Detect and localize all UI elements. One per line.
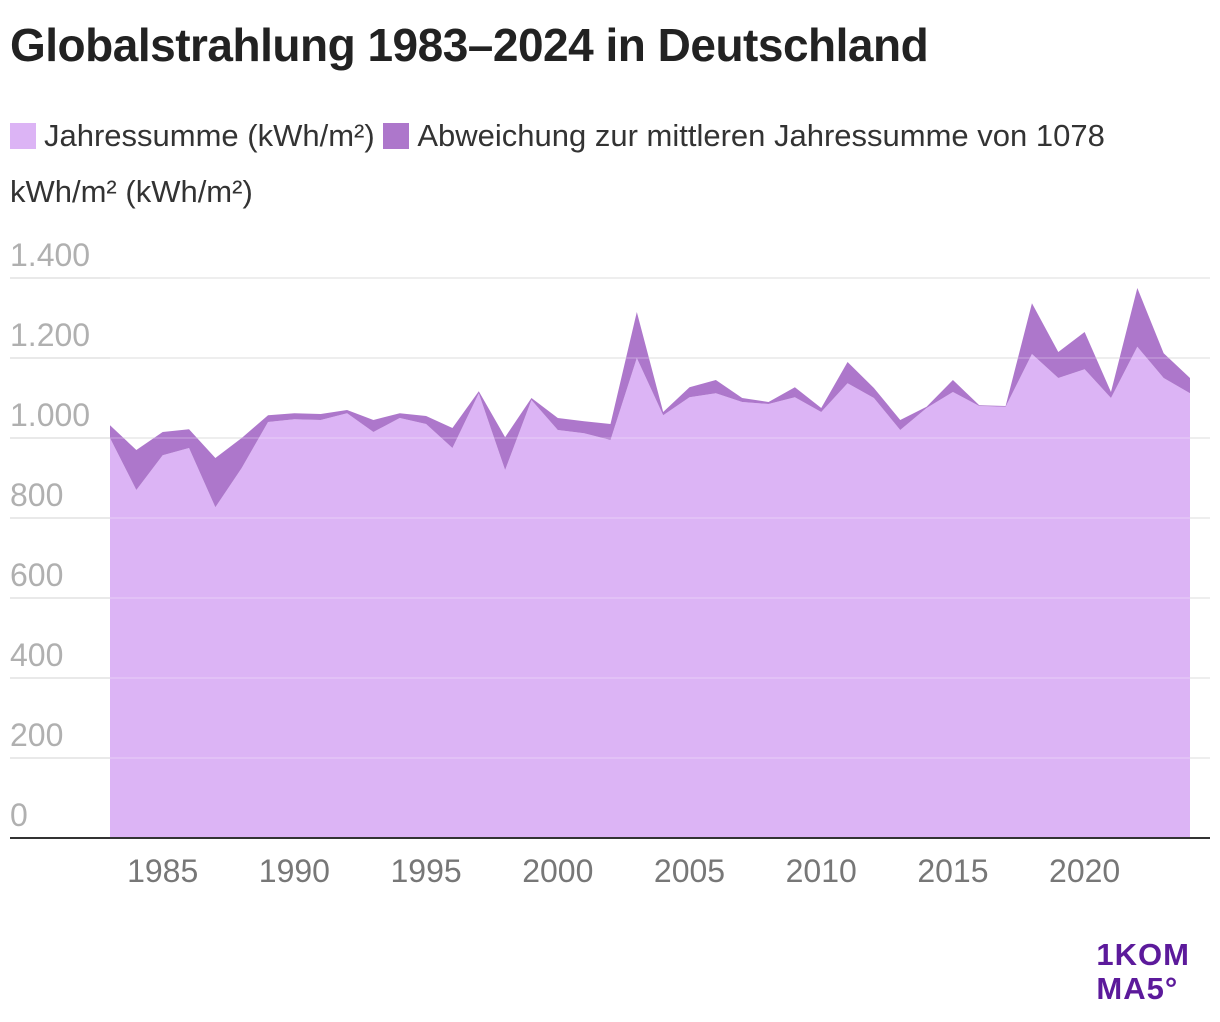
chart-title: Globalstrahlung 1983–2024 in Deutschland: [10, 19, 929, 71]
y-tick-label: 0: [10, 797, 28, 833]
y-tick-label: 400: [10, 637, 63, 673]
area: [110, 346, 1190, 838]
y-tick-label: 200: [10, 717, 63, 753]
x-tick-label: 2020: [1049, 853, 1120, 889]
y-tick-label: 600: [10, 557, 63, 593]
legend: Jahressumme (kWh/m²) Abweichung zur mitt…: [10, 108, 1210, 220]
legend-swatch: [10, 123, 36, 149]
logo-line: MA5°: [1096, 971, 1179, 1006]
x-tick-label: 2005: [654, 853, 725, 889]
legend-item: Abweichung zur mittleren Jahressumme von…: [10, 118, 1105, 209]
legend-label: Jahressumme (kWh/m²): [44, 118, 375, 153]
y-tick-label: 1.400: [10, 237, 90, 273]
legend-swatch: [383, 123, 410, 149]
x-tick-label: 1985: [127, 853, 198, 889]
x-tick-label: 2010: [786, 853, 857, 889]
logo-line: 1KOM: [1096, 937, 1190, 972]
logo: 1KOM MA5°: [1096, 938, 1190, 1006]
y-tick-label: 800: [10, 477, 63, 513]
x-tick-label: 1990: [259, 853, 330, 889]
y-tick-label: 1.000: [10, 397, 90, 433]
y-tick-label: 1.200: [10, 317, 90, 353]
x-tick-label: 1995: [391, 853, 462, 889]
x-tick-label: 2015: [917, 853, 988, 889]
area: [110, 288, 1190, 508]
legend-item: Jahressumme (kWh/m²): [10, 118, 375, 153]
legend-label: Abweichung zur mittleren Jahressumme von…: [10, 118, 1105, 209]
x-tick-label: 2000: [522, 853, 593, 889]
